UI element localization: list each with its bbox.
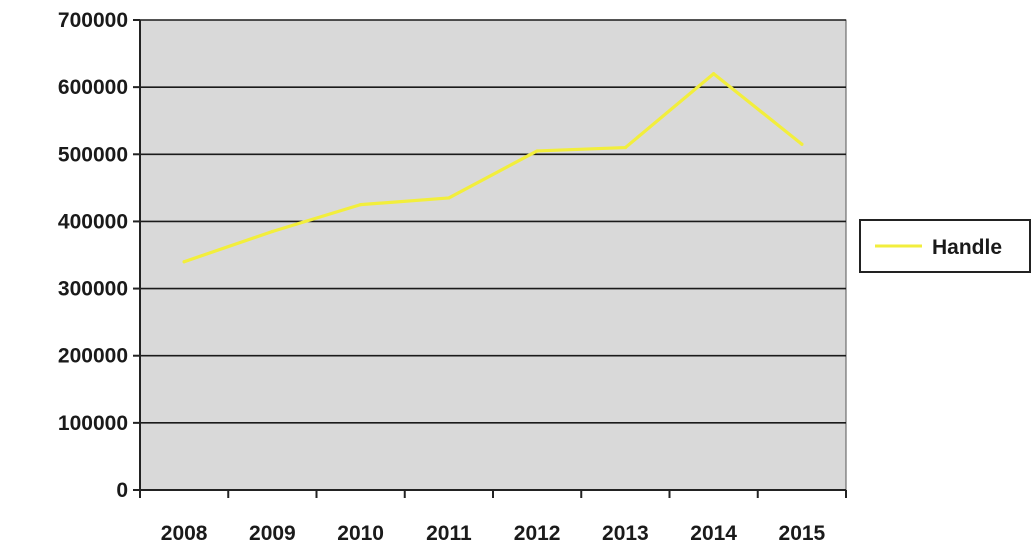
plot-area [139,19,847,491]
y-tick-label: 700000 [58,9,128,32]
data-point [623,145,627,150]
data-point [359,203,363,207]
data-point [182,260,186,264]
y-tick-label: 0 [116,479,128,502]
x-tick-label: 2008 [161,522,208,545]
x-tick-label: 2014 [690,522,737,545]
series-layer [182,72,804,264]
data-point [712,72,716,76]
y-tick-label: 300000 [58,278,128,301]
data-point [800,142,804,146]
x-tick-label: 2009 [249,522,296,545]
data-point [535,149,539,153]
y-tick-label: 400000 [58,210,128,233]
legend-label-handle: Handle [932,236,1002,259]
series-line-handle [182,72,804,264]
x-tick-label: 2012 [514,522,561,545]
y-axis-ticks: 700000 600000 500000 400000 300000 200000 1000… [58,9,140,502]
x-tick-label: 2011 [426,522,472,545]
gridlines [140,19,846,424]
y-tick-label: 500000 [58,143,128,166]
x-axis-ticks: 2008 2009 2010 2011 2012 2013 2014 2015 [139,490,847,545]
data-point [270,229,274,234]
y-tick-label: 200000 [58,345,128,368]
x-tick-label: 2010 [337,522,384,545]
x-tick-label: 2013 [602,522,649,545]
legend: Handle [859,219,1031,273]
x-tick-label: 2015 [779,522,826,545]
y-tick-label: 100000 [58,412,128,435]
y-tick-label: 600000 [58,76,128,99]
data-point [447,196,451,200]
